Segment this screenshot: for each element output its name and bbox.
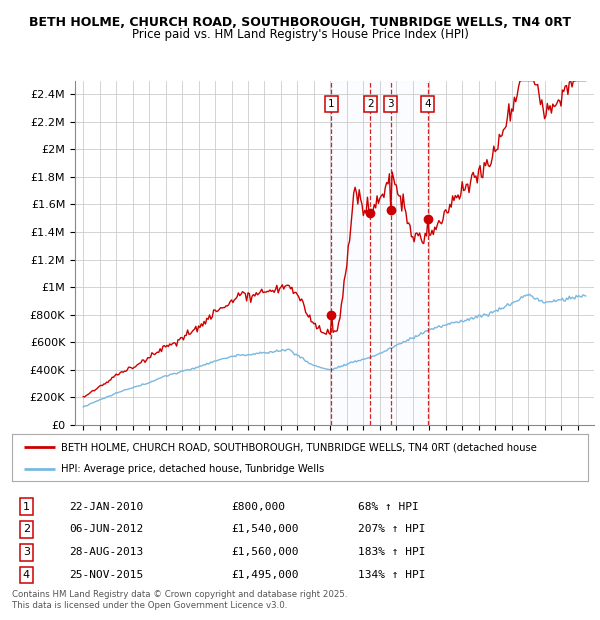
Text: 134% ↑ HPI: 134% ↑ HPI [358,570,425,580]
Text: 25-NOV-2015: 25-NOV-2015 [70,570,144,580]
Text: BETH HOLME, CHURCH ROAD, SOUTHBOROUGH, TUNBRIDGE WELLS, TN4 0RT: BETH HOLME, CHURCH ROAD, SOUTHBOROUGH, T… [29,16,571,29]
Text: £1,560,000: £1,560,000 [231,547,298,557]
Text: HPI: Average price, detached house, Tunbridge Wells: HPI: Average price, detached house, Tunb… [61,464,324,474]
Text: Contains HM Land Registry data © Crown copyright and database right 2025.
This d: Contains HM Land Registry data © Crown c… [12,590,347,609]
Text: 183% ↑ HPI: 183% ↑ HPI [358,547,425,557]
Text: £1,495,000: £1,495,000 [231,570,298,580]
Text: £1,540,000: £1,540,000 [231,525,298,534]
Text: 207% ↑ HPI: 207% ↑ HPI [358,525,425,534]
Text: £800,000: £800,000 [231,502,285,512]
Text: BETH HOLME, CHURCH ROAD, SOUTHBOROUGH, TUNBRIDGE WELLS, TN4 0RT (detached house: BETH HOLME, CHURCH ROAD, SOUTHBOROUGH, T… [61,442,537,452]
Bar [331,81,428,425]
Text: 4: 4 [23,570,30,580]
Text: 28-AUG-2013: 28-AUG-2013 [70,547,144,557]
Text: 68% ↑ HPI: 68% ↑ HPI [358,502,418,512]
Text: 4: 4 [424,99,431,109]
Text: 1: 1 [328,99,335,109]
Text: 1: 1 [23,502,30,512]
Text: 3: 3 [387,99,394,109]
Text: 3: 3 [23,547,30,557]
Text: 06-JUN-2012: 06-JUN-2012 [70,525,144,534]
Text: Price paid vs. HM Land Registry's House Price Index (HPI): Price paid vs. HM Land Registry's House … [131,28,469,41]
Text: 2: 2 [23,525,30,534]
Text: 22-JAN-2010: 22-JAN-2010 [70,502,144,512]
Text: 2: 2 [367,99,374,109]
